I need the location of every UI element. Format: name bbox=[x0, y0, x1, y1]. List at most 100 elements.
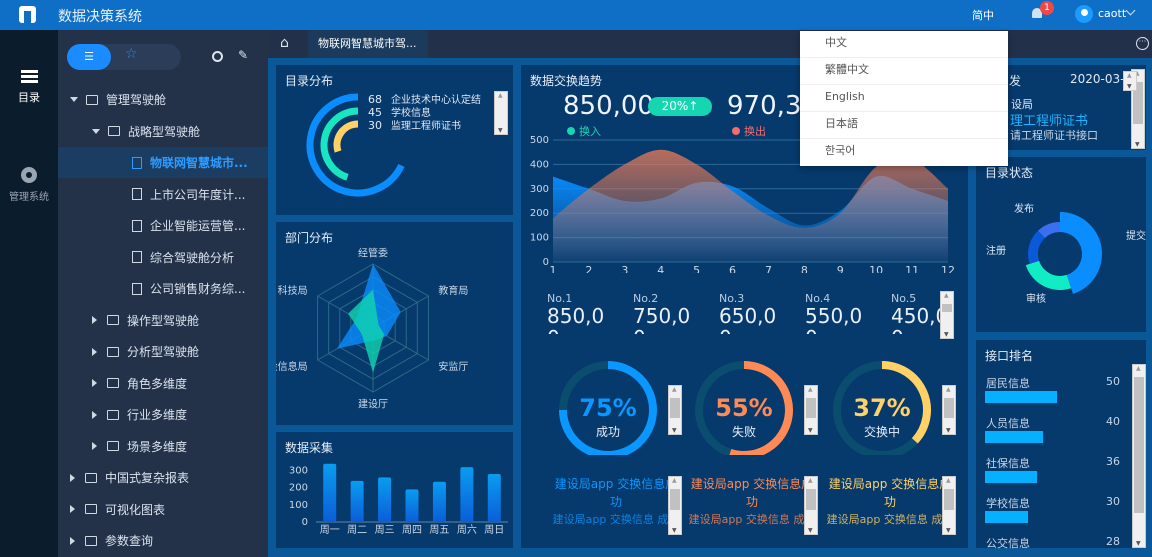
scrollbar[interactable] bbox=[942, 476, 956, 535]
caret-right-icon[interactable] bbox=[70, 505, 75, 513]
lang-option-en[interactable]: English bbox=[800, 85, 1008, 112]
list-view-button[interactable]: ☰ bbox=[67, 44, 111, 70]
radar-series bbox=[348, 289, 385, 373]
rank-bar bbox=[985, 471, 1037, 483]
tree-item[interactable]: 战略型驾驶舱 bbox=[58, 116, 268, 147]
home-icon[interactable]: ⌂ bbox=[280, 35, 289, 51]
tree-item[interactable]: 可视化图表 bbox=[58, 494, 268, 525]
tree-item[interactable]: 综合驾驶舱分析 bbox=[58, 242, 268, 273]
rank-value: 850,00 bbox=[547, 304, 605, 334]
caret-right-icon[interactable] bbox=[92, 442, 97, 450]
bar[interactable] bbox=[405, 489, 419, 522]
donut-slice[interactable] bbox=[1028, 230, 1045, 264]
lang-option-ja[interactable]: 日本語 bbox=[800, 112, 1008, 139]
growth-badge: 20%↑ bbox=[648, 97, 712, 116]
avatar[interactable] bbox=[1075, 5, 1093, 23]
card-title: 目录分布 bbox=[285, 74, 334, 88]
tree-item[interactable]: 中国式复杂报表 bbox=[58, 462, 268, 493]
scroll-thumb[interactable] bbox=[806, 489, 816, 510]
scroll-thumb[interactable] bbox=[670, 489, 680, 510]
chevron-down-icon[interactable] bbox=[1125, 5, 1136, 16]
tree-item[interactable]: 管理驾驶舱 bbox=[58, 84, 268, 115]
scrollbar[interactable] bbox=[940, 291, 954, 339]
tree-item[interactable]: 分析型驾驶舱 bbox=[58, 336, 268, 367]
tab-dashboard[interactable]: 物联网智慧城市驾... bbox=[308, 30, 428, 58]
donut-slice[interactable] bbox=[1025, 260, 1072, 290]
donut-slice[interactable] bbox=[1060, 212, 1102, 294]
y-tick-label: 100 bbox=[530, 233, 549, 244]
caret-right-icon[interactable] bbox=[92, 410, 97, 419]
donut-label: 发布 bbox=[1014, 202, 1034, 215]
caret-right-icon[interactable] bbox=[92, 316, 97, 324]
caret-down-icon[interactable] bbox=[70, 97, 78, 102]
lang-option-ko[interactable]: 한국어 bbox=[825, 144, 856, 157]
rail-item-admin[interactable]: 管理系统 bbox=[0, 165, 58, 215]
rail-item-catalog[interactable]: 目录 bbox=[0, 68, 58, 118]
language-switch[interactable]: 简中 bbox=[972, 9, 994, 22]
tree-item[interactable]: 场景多维度 bbox=[58, 431, 268, 462]
arc-label: 企业技术中心认定结 bbox=[391, 93, 481, 106]
notice-name[interactable]: 理工程师证书 bbox=[1010, 114, 1089, 129]
donut-slice[interactable] bbox=[1038, 222, 1060, 238]
x-tick-label: 2 bbox=[585, 264, 592, 273]
legend-in[interactable]: 换入 bbox=[567, 123, 601, 139]
legend-label: 换入 bbox=[579, 125, 601, 138]
bar[interactable] bbox=[378, 477, 392, 522]
language-dropdown: 中文 繁體中文 English 日本語 한국어 bbox=[800, 31, 1008, 166]
catalog-status-card: 目录状态 提交 审核 注册 发布 bbox=[976, 157, 1146, 332]
arc-series bbox=[306, 93, 405, 197]
scrollbar[interactable] bbox=[1123, 71, 1137, 91]
bar[interactable] bbox=[460, 467, 474, 522]
scrollbar[interactable] bbox=[1132, 364, 1146, 548]
caret-right-icon[interactable] bbox=[92, 347, 97, 356]
scroll-thumb[interactable] bbox=[944, 489, 954, 510]
scrollbar[interactable] bbox=[804, 385, 818, 435]
scrollbar[interactable] bbox=[668, 476, 682, 535]
tree-item[interactable]: 上市公司年度计... bbox=[58, 179, 268, 210]
bar[interactable] bbox=[487, 474, 501, 522]
bar[interactable] bbox=[432, 481, 446, 522]
tree-item[interactable]: 企业智能运营管... bbox=[58, 210, 268, 241]
scroll-thumb[interactable] bbox=[806, 398, 816, 418]
gauge-group: 75% 成功 55% 失败 37% 交换中 bbox=[559, 361, 931, 455]
bell-icon[interactable] bbox=[1032, 8, 1042, 18]
gear-icon bbox=[21, 167, 37, 183]
tree-item[interactable]: 角色多维度 bbox=[58, 368, 268, 399]
rank-label: No.3 bbox=[719, 292, 745, 305]
tree-item[interactable]: 公司销售财务综... bbox=[58, 273, 268, 304]
tree-item-label: 可视化图表 bbox=[105, 502, 166, 517]
scrollbar[interactable] bbox=[668, 385, 682, 435]
rank-bar bbox=[985, 511, 1029, 523]
favorites-star-icon[interactable]: ☆ bbox=[125, 46, 138, 62]
donut-label: 提交 bbox=[1126, 229, 1146, 242]
tree-item[interactable]: 行业多维度 bbox=[58, 399, 268, 430]
in-value: 850,00 bbox=[563, 91, 654, 121]
scrollbar[interactable] bbox=[942, 385, 956, 435]
tree-item[interactable]: 参数查询 bbox=[58, 525, 268, 556]
scrollbar[interactable] bbox=[804, 476, 818, 535]
more-options-icon[interactable]: ··· bbox=[1136, 37, 1149, 50]
search-icon[interactable] bbox=[212, 51, 223, 62]
radar-axis-label: 安监厅 bbox=[438, 360, 468, 373]
bar[interactable] bbox=[350, 480, 364, 522]
scroll-thumb[interactable] bbox=[944, 398, 954, 418]
rank-value: 28 bbox=[1106, 535, 1120, 548]
user-name[interactable]: caott bbox=[1098, 7, 1127, 20]
message-line: 建设局app 交换信息成功 bbox=[690, 477, 814, 509]
scrollbar[interactable] bbox=[494, 91, 508, 135]
legend-out[interactable]: 换出 bbox=[732, 123, 766, 139]
tree-item[interactable]: 操作型驾驶舱 bbox=[58, 305, 268, 336]
caret-right-icon[interactable] bbox=[70, 473, 75, 482]
scroll-thumb[interactable] bbox=[670, 398, 680, 418]
lang-option-zh[interactable]: 中文 bbox=[800, 31, 1008, 58]
caret-right-icon[interactable] bbox=[92, 379, 97, 387]
tree-item[interactable]: 物联网智慧城市... bbox=[58, 147, 268, 178]
lang-option-zh-tw[interactable]: 繁體中文 bbox=[800, 58, 1008, 85]
pin-icon[interactable]: ✎ bbox=[238, 48, 249, 62]
bar[interactable] bbox=[323, 463, 337, 522]
caret-down-icon[interactable] bbox=[92, 128, 100, 134]
caret-right-icon[interactable] bbox=[70, 536, 75, 545]
